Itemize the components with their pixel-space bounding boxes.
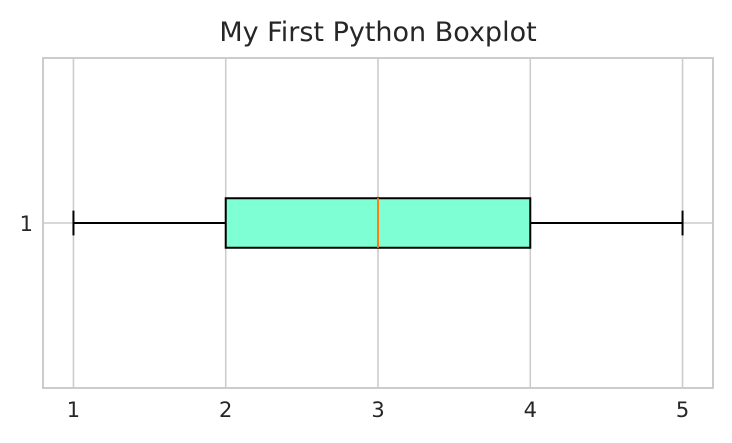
box-layer [72, 197, 684, 249]
x-tick-label: 3 [371, 398, 384, 422]
x-tick-label: 4 [524, 398, 537, 422]
y-axis-ticks: 1 [20, 212, 33, 236]
plot-frame [42, 57, 714, 389]
x-tick-label: 5 [676, 398, 689, 422]
x-tick-label: 1 [67, 398, 80, 422]
y-tick-label: 1 [20, 212, 33, 236]
chart-title: My First Python Boxplot [219, 17, 536, 48]
x-tick-label: 2 [219, 398, 232, 422]
x-axis-ticks: 1 2 3 4 5 [67, 398, 689, 422]
